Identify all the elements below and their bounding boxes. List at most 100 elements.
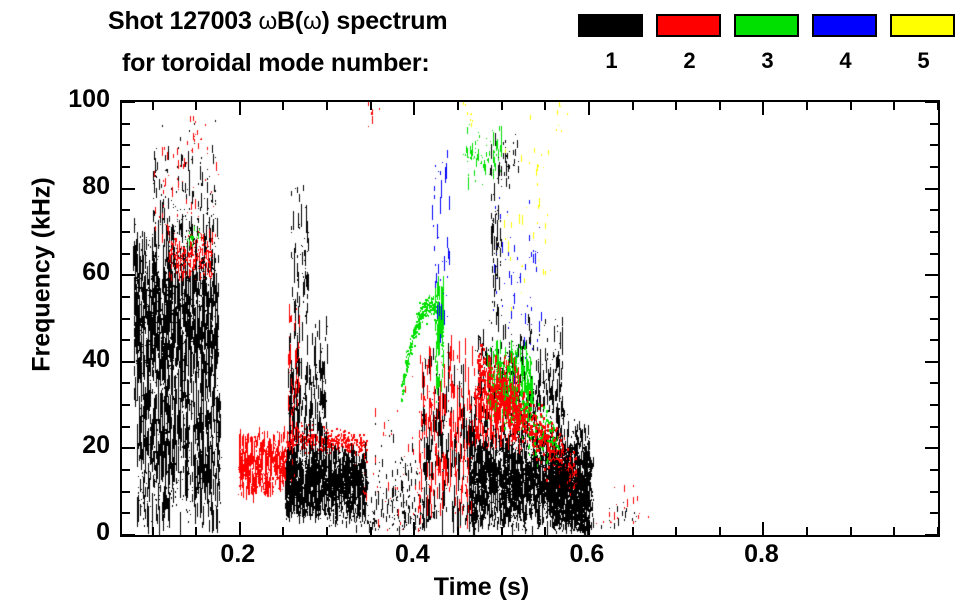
y-axis-tick [122,404,130,407]
legend-swatch-4 [812,14,877,37]
x-axis-tick [893,102,896,110]
legend-entry-1[interactable]: 1 [578,14,645,72]
x-axis-tick [151,527,154,535]
x-axis-tick [238,522,241,535]
x-axis-tick [282,527,285,535]
x-axis-tick [413,102,416,115]
y-axis-tick [122,534,135,536]
title-block: Shot 127003 ωB(ω) spectrum for toroidal … [0,0,963,95]
page-title: Shot 127003 ωB(ω) spectrum [108,7,448,36]
x-tick-label: 0.6 [569,540,605,568]
y-axis-tick [925,187,938,190]
spectrogram-canvas [122,102,938,535]
plot-area [120,100,940,537]
y-axis-tick [930,165,938,168]
x-axis-tick [631,102,634,110]
x-axis-tick [937,527,939,535]
x-axis-tick [937,102,939,110]
legend-entry-2[interactable]: 2 [656,14,723,72]
x-axis-tick [500,527,503,535]
x-axis-tick [762,522,765,535]
y-axis-tick [930,512,938,515]
legend-entry-3[interactable]: 3 [734,14,801,72]
legend-label-4: 4 [839,48,852,73]
x-axis-tick [587,522,590,535]
x-axis-tick [195,102,198,110]
y-axis-tick [925,101,938,103]
y-axis-tick [930,469,938,472]
legend-label-1: 1 [605,48,618,73]
x-axis-tick [849,527,852,535]
legend-swatch-1 [578,14,643,37]
x-axis-tick [238,102,241,115]
omega-symbol-2: ω [303,8,322,35]
x-axis-tick [587,102,590,115]
y-axis-tick [122,274,135,277]
y-axis-tick [122,101,135,103]
x-axis-tick [151,102,154,110]
y-tick-label: 40 [82,344,110,373]
y-axis-tick [925,274,938,277]
title-mid: B( [277,7,303,35]
y-axis-tick [925,534,938,536]
x-axis-tick [544,527,547,535]
y-axis-tick [925,360,938,363]
x-axis-tick-labels: 0.2 0.4 0.6 0.8 [0,540,963,574]
legend: 1 2 3 4 5 [578,14,958,90]
omega-symbol-1: ω [258,8,278,35]
x-axis-tick [849,102,852,110]
x-axis-tick [457,527,459,535]
y-axis-tick [930,425,938,428]
y-axis-tick [122,230,130,233]
legend-swatch-2 [656,14,721,37]
x-axis-tick [282,102,285,110]
title-suffix: ) spectrum [321,7,448,35]
y-axis-tick [122,295,130,298]
legend-label-5: 5 [917,48,930,73]
x-axis-tick [326,102,329,110]
legend-entry-5[interactable]: 5 [890,14,957,72]
x-tick-label: 0.4 [394,540,430,568]
y-tick-label: 60 [82,258,110,287]
y-axis-tick [122,165,130,168]
x-tick-label: 0.8 [744,540,779,568]
x-axis-tick [675,527,678,535]
legend-entry-4[interactable]: 4 [812,14,879,72]
y-axis-tick [930,209,938,212]
x-axis-tick [413,522,416,535]
x-axis-tick [718,102,721,110]
title-prefix: Shot 127003 [108,7,259,35]
y-tick-label: 80 [82,171,110,200]
legend-label-2: 2 [683,48,696,73]
y-axis-tick [930,404,938,407]
y-axis-tick [122,360,135,363]
x-axis-tick [369,102,372,110]
y-tick-label: 100 [68,85,110,113]
x-tick-label: 0.2 [220,540,256,568]
y-axis-tick [122,209,130,212]
x-axis-tick [675,102,678,110]
y-axis-tick [122,122,130,125]
y-axis-tick [930,230,938,233]
y-axis-tick [122,425,130,428]
y-axis-title: Frequency (kHz) [27,177,56,372]
x-axis-tick [544,102,547,110]
y-tick-label: 0 [96,518,110,546]
y-axis-tick [930,144,938,147]
y-axis-tick [122,469,130,472]
y-axis-tick [930,317,938,320]
x-axis-tick [631,527,634,535]
x-axis-tick [806,527,809,535]
y-axis-tick [930,252,938,255]
title-subtitle: for toroidal mode number: [122,49,430,77]
x-axis-tick [762,102,765,115]
x-axis-tick [718,527,721,535]
y-axis-tick [122,512,130,515]
y-axis-tick [122,252,130,255]
x-axis-tick [326,527,329,535]
y-axis-tick [122,447,135,450]
y-axis-tick [930,490,938,493]
legend-swatch-3 [734,14,799,37]
x-axis-tick [369,527,372,535]
x-axis-tick [893,527,896,535]
